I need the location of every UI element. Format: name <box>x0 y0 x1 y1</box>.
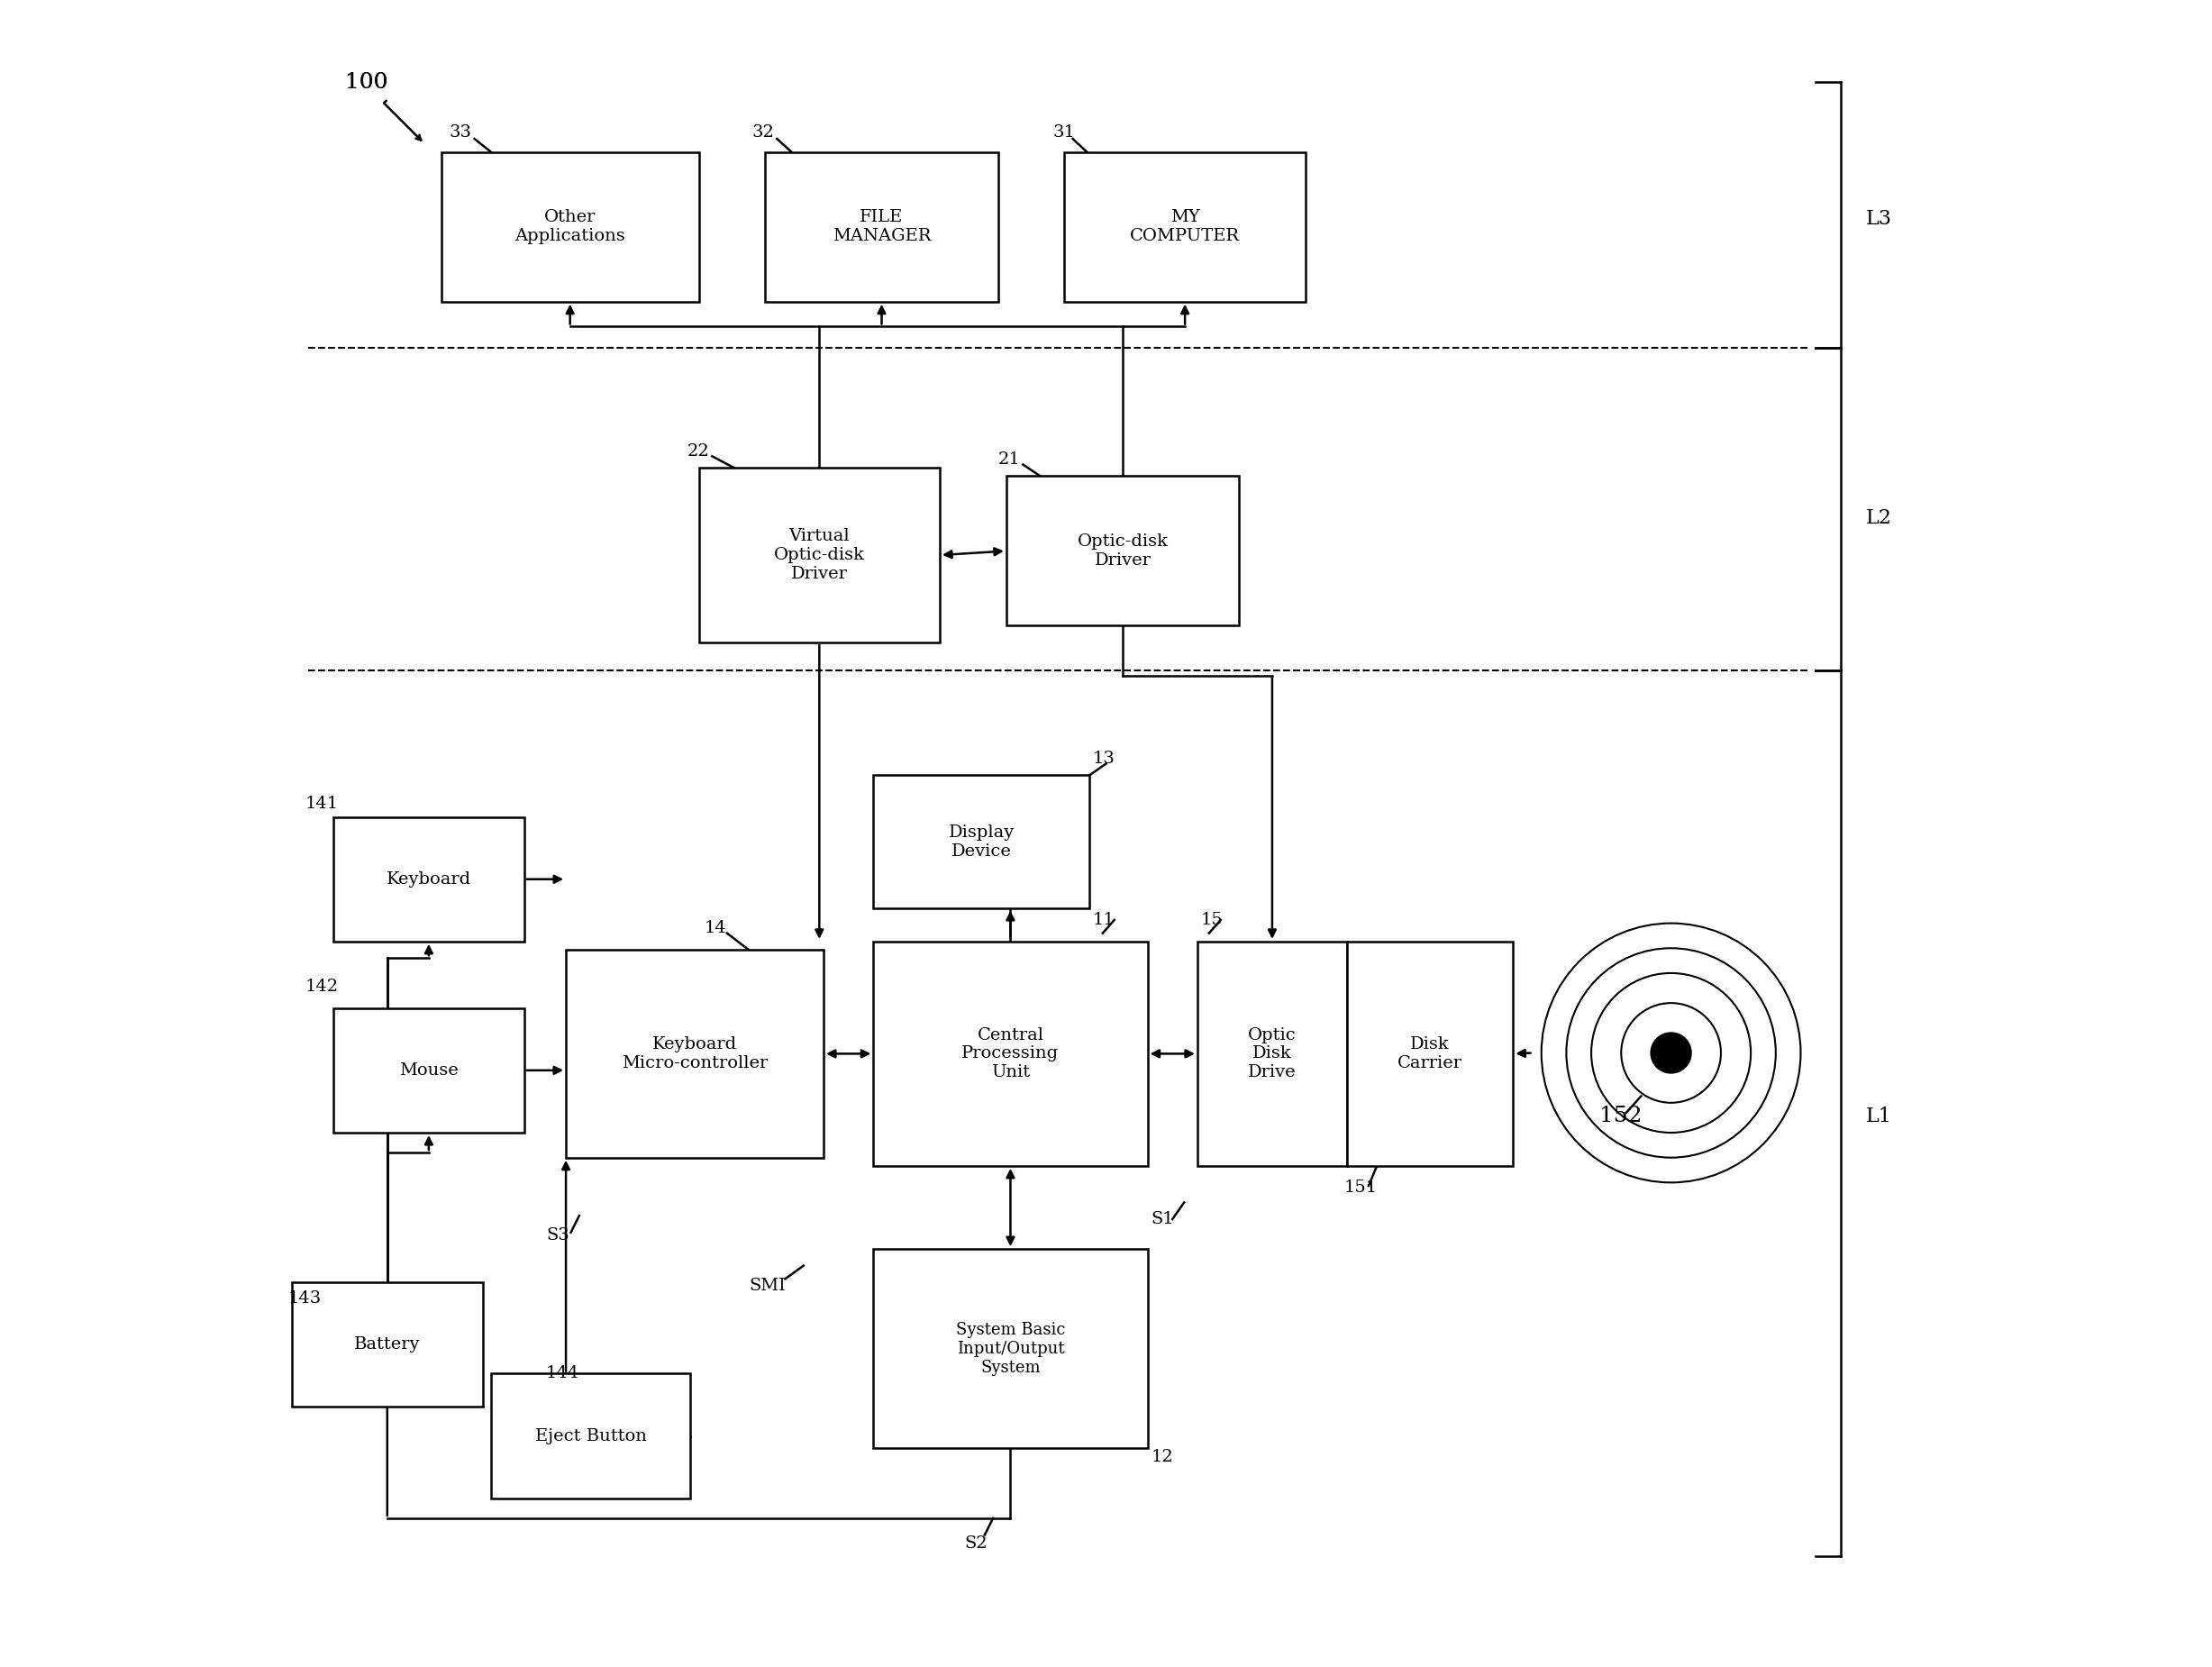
Text: 144: 144 <box>546 1365 580 1382</box>
FancyBboxPatch shape <box>874 942 1148 1165</box>
FancyBboxPatch shape <box>699 468 940 642</box>
Text: L3: L3 <box>1865 208 1891 228</box>
Text: 141: 141 <box>305 795 338 812</box>
Text: Keyboard
Micro-controller: Keyboard Micro-controller <box>622 1037 768 1072</box>
Text: L1: L1 <box>1865 1107 1891 1125</box>
FancyBboxPatch shape <box>1197 942 1347 1165</box>
FancyBboxPatch shape <box>874 1249 1148 1449</box>
Text: Display
Device: Display Device <box>949 823 1015 859</box>
FancyBboxPatch shape <box>874 775 1088 909</box>
Text: S1: S1 <box>1150 1210 1175 1227</box>
FancyBboxPatch shape <box>491 1374 690 1499</box>
Text: 21: 21 <box>998 452 1020 468</box>
Text: 32: 32 <box>752 123 774 140</box>
Text: System Basic
Input/Output
System: System Basic Input/Output System <box>956 1322 1066 1375</box>
FancyBboxPatch shape <box>1347 942 1513 1165</box>
Text: Other
Applications: Other Applications <box>515 210 626 245</box>
FancyBboxPatch shape <box>1064 152 1305 302</box>
Text: Mouse: Mouse <box>398 1062 458 1079</box>
FancyBboxPatch shape <box>334 817 524 942</box>
Text: 11: 11 <box>1093 912 1115 929</box>
Text: S2: S2 <box>964 1535 989 1552</box>
FancyBboxPatch shape <box>334 1009 524 1132</box>
Text: 152: 152 <box>1599 1105 1641 1127</box>
Text: Battery: Battery <box>354 1337 420 1352</box>
FancyBboxPatch shape <box>566 950 823 1157</box>
Text: Optic
Disk
Drive: Optic Disk Drive <box>1248 1027 1296 1080</box>
FancyBboxPatch shape <box>292 1282 482 1407</box>
Text: 142: 142 <box>305 979 338 995</box>
Text: 22: 22 <box>688 443 710 460</box>
Text: FILE
MANAGER: FILE MANAGER <box>832 210 931 245</box>
Text: 31: 31 <box>1053 123 1075 140</box>
FancyBboxPatch shape <box>765 152 998 302</box>
Text: 151: 151 <box>1343 1179 1378 1195</box>
Text: 13: 13 <box>1093 750 1115 767</box>
FancyBboxPatch shape <box>1006 477 1239 625</box>
Text: 100: 100 <box>345 72 387 93</box>
Text: SMI: SMI <box>748 1277 785 1294</box>
Text: Eject Button: Eject Button <box>535 1429 646 1444</box>
FancyBboxPatch shape <box>440 152 699 302</box>
Text: 14: 14 <box>703 920 726 937</box>
Text: Disk
Carrier: Disk Carrier <box>1398 1037 1462 1072</box>
Text: Central
Processing
Unit: Central Processing Unit <box>962 1027 1060 1080</box>
Text: MY
COMPUTER: MY COMPUTER <box>1130 210 1241 245</box>
Text: 15: 15 <box>1201 912 1223 929</box>
Text: Optic-disk
Driver: Optic-disk Driver <box>1077 533 1168 568</box>
Text: L2: L2 <box>1865 508 1891 528</box>
Circle shape <box>1650 1034 1690 1074</box>
Text: 143: 143 <box>288 1290 323 1307</box>
Text: S3: S3 <box>546 1227 568 1244</box>
Text: 12: 12 <box>1150 1449 1172 1465</box>
Text: Keyboard: Keyboard <box>387 872 471 887</box>
Text: 100: 100 <box>345 72 387 93</box>
Text: 33: 33 <box>449 123 471 140</box>
Text: Virtual
Optic-disk
Driver: Virtual Optic-disk Driver <box>774 528 865 582</box>
